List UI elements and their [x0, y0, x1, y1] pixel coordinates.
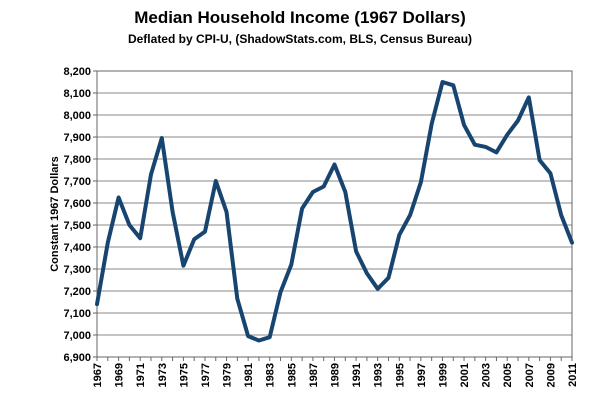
x-tick-label: 2001	[459, 363, 471, 387]
x-tick-label: 1973	[157, 363, 169, 387]
x-tick-label: 1993	[373, 363, 385, 387]
x-tick-label: 2007	[524, 363, 536, 387]
y-tick-label: 8,000	[63, 110, 91, 122]
y-tick-label: 8,100	[63, 88, 91, 100]
x-axis-ticks: 1967 1969 1971 1973 1975 1977 1979 1981 1983 1985…	[92, 357, 579, 387]
x-tick-label: 1987	[308, 363, 320, 387]
x-tick-label: 1983	[265, 363, 277, 387]
plot-area-frame	[96, 70, 573, 358]
chart-title: Median Household Income (1967 Dollars)	[134, 8, 466, 27]
series-line-median-income	[95, 80, 574, 343]
x-tick-label: 2009	[545, 363, 557, 387]
y-tick-label: 7,600	[63, 198, 91, 210]
y-tick-label: 6,900	[63, 352, 91, 364]
y-tick-label: 7,500	[63, 220, 91, 232]
x-tick-label: 2005	[502, 363, 514, 387]
y-tick-label: 7,000	[63, 330, 91, 342]
x-tick-label: 1985	[286, 363, 298, 387]
x-tick-label: 1981	[243, 363, 255, 387]
x-tick-label: 1967	[92, 363, 104, 387]
y-tick-label: 7,100	[63, 308, 91, 320]
x-tick-label: 1991	[351, 363, 363, 387]
y-tick-label: 7,900	[63, 132, 91, 144]
x-tick-label: 1969	[114, 363, 126, 387]
x-tick-label: 2011	[567, 363, 579, 387]
x-tick-label: 1975	[178, 363, 190, 387]
y-tick-label: 7,300	[63, 264, 91, 276]
y-tick-label: 7,200	[63, 286, 91, 298]
x-tick-label: 1997	[416, 363, 428, 387]
y-tick-label: 7,700	[63, 176, 91, 188]
x-tick-label: 2003	[481, 363, 493, 387]
y-axis-label: Constant 1967 Dollars	[49, 156, 61, 272]
x-tick-label: 1989	[330, 363, 342, 387]
x-tick-label: 1977	[200, 363, 212, 387]
y-tick-label: 7,400	[63, 242, 91, 254]
x-tick-label: 1999	[437, 363, 449, 387]
y-tick-label: 7,800	[63, 154, 91, 166]
y-tick-label: 8,200	[63, 66, 91, 78]
x-tick-label: 1979	[222, 363, 234, 387]
x-tick-label: 1995	[394, 363, 406, 387]
gridlines	[97, 70, 572, 358]
x-tick-label: 1971	[135, 363, 147, 387]
chart-subtitle: Deflated by CPI-U, (ShadowStats.com, BLS…	[127, 32, 473, 46]
y-axis-ticks: 6,900 7,000 7,100 7,200 7,300 7,400 7,500 7,600…	[63, 66, 97, 364]
